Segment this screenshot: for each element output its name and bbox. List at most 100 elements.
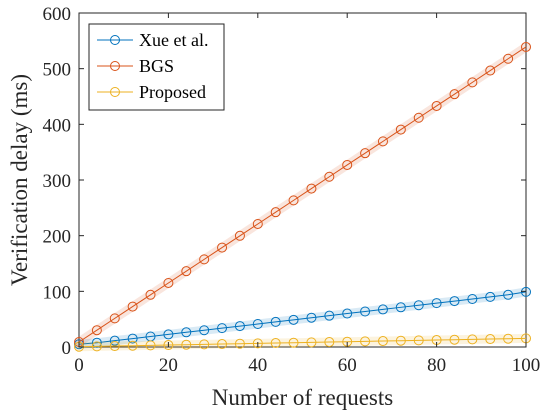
legend-entry: Proposed xyxy=(139,82,206,102)
data-point xyxy=(467,334,478,345)
data-point xyxy=(288,337,299,348)
data-point xyxy=(449,296,460,307)
data-point xyxy=(467,294,478,305)
data-point xyxy=(91,337,102,348)
data-point xyxy=(163,340,174,351)
legend-marker xyxy=(110,61,120,71)
data-point xyxy=(485,334,496,345)
data-point xyxy=(521,286,531,297)
series-line xyxy=(78,291,527,345)
y-axis-label: Verification delay (ms) xyxy=(7,74,32,286)
data-point xyxy=(413,112,424,123)
y-tick-label: 100 xyxy=(43,282,72,303)
data-point xyxy=(181,327,192,338)
data-point xyxy=(270,316,281,327)
data-point xyxy=(145,340,156,351)
data-point xyxy=(127,340,138,351)
data-point xyxy=(467,77,478,88)
data-point xyxy=(395,302,406,313)
x-axis-label: Number of requests xyxy=(212,385,393,410)
data-point xyxy=(234,230,245,241)
data-point xyxy=(217,242,228,253)
series-proposed xyxy=(74,333,531,352)
data-point xyxy=(199,325,210,336)
data-point xyxy=(234,321,245,332)
data-point xyxy=(395,124,406,135)
data-point xyxy=(306,337,317,348)
data-point xyxy=(377,136,388,147)
data-point xyxy=(109,341,120,352)
data-point xyxy=(413,300,424,311)
data-point xyxy=(181,339,192,350)
x-tick-label: 80 xyxy=(427,355,446,376)
data-point xyxy=(324,171,335,182)
data-point xyxy=(234,338,245,349)
data-point xyxy=(413,335,424,346)
data-point xyxy=(217,339,228,350)
x-tick-label: 20 xyxy=(159,355,178,376)
y-tick-label: 500 xyxy=(43,60,72,81)
data-point xyxy=(503,333,514,344)
data-point xyxy=(377,336,388,347)
data-point xyxy=(324,310,335,321)
data-point xyxy=(181,266,192,277)
data-point xyxy=(288,195,299,206)
data-point xyxy=(360,306,371,317)
data-point xyxy=(503,289,514,300)
y-tick-label: 200 xyxy=(43,227,72,248)
data-point xyxy=(127,301,138,312)
series-layer xyxy=(74,41,531,352)
data-point xyxy=(503,53,514,64)
data-point xyxy=(395,335,406,346)
data-point xyxy=(91,325,102,336)
legend-marker xyxy=(110,35,120,45)
data-point xyxy=(306,312,317,323)
data-point xyxy=(324,337,335,348)
legend: Xue et al. BGS Proposed xyxy=(88,23,225,111)
data-point xyxy=(199,254,210,265)
data-point xyxy=(485,291,496,302)
legend-entry: BGS xyxy=(139,56,174,76)
data-point xyxy=(431,100,442,111)
data-point xyxy=(145,289,156,300)
y-tick-label: 600 xyxy=(43,4,72,25)
data-point xyxy=(127,333,138,344)
data-point xyxy=(288,314,299,325)
data-point xyxy=(163,277,174,288)
x-tick-label: 0 xyxy=(74,355,84,376)
series-bgs xyxy=(74,41,531,347)
x-tick-label: 60 xyxy=(338,355,357,376)
data-point xyxy=(521,41,531,52)
data-point xyxy=(74,339,84,350)
series-line xyxy=(78,337,527,348)
ticks-layer: 0 20 40 60 80 100 0 100 200 300 400 500 600 xyxy=(43,4,541,376)
legend-entry: Xue et al. xyxy=(139,30,208,50)
series-line xyxy=(78,46,527,343)
data-point xyxy=(252,319,263,330)
data-point xyxy=(163,329,174,340)
data-point xyxy=(91,341,102,352)
data-point xyxy=(306,183,317,194)
data-point xyxy=(109,335,120,346)
data-point xyxy=(377,304,388,315)
data-point xyxy=(431,298,442,309)
y-tick-label: 400 xyxy=(43,115,72,136)
x-tick-label: 40 xyxy=(248,355,267,376)
data-point xyxy=(342,159,353,170)
data-point xyxy=(270,207,281,218)
data-point xyxy=(217,323,228,334)
data-point xyxy=(252,338,263,349)
data-point xyxy=(199,339,210,350)
x-tick-label: 100 xyxy=(512,355,541,376)
data-point xyxy=(342,308,353,319)
y-tick-label: 0 xyxy=(62,338,72,359)
y-tick-label: 300 xyxy=(43,171,72,192)
data-point xyxy=(449,89,460,100)
data-point xyxy=(485,65,496,76)
series-xue-et-al- xyxy=(74,286,531,350)
data-point xyxy=(360,336,371,347)
data-point xyxy=(360,148,371,159)
legend-marker xyxy=(110,87,120,97)
data-point xyxy=(109,313,120,324)
